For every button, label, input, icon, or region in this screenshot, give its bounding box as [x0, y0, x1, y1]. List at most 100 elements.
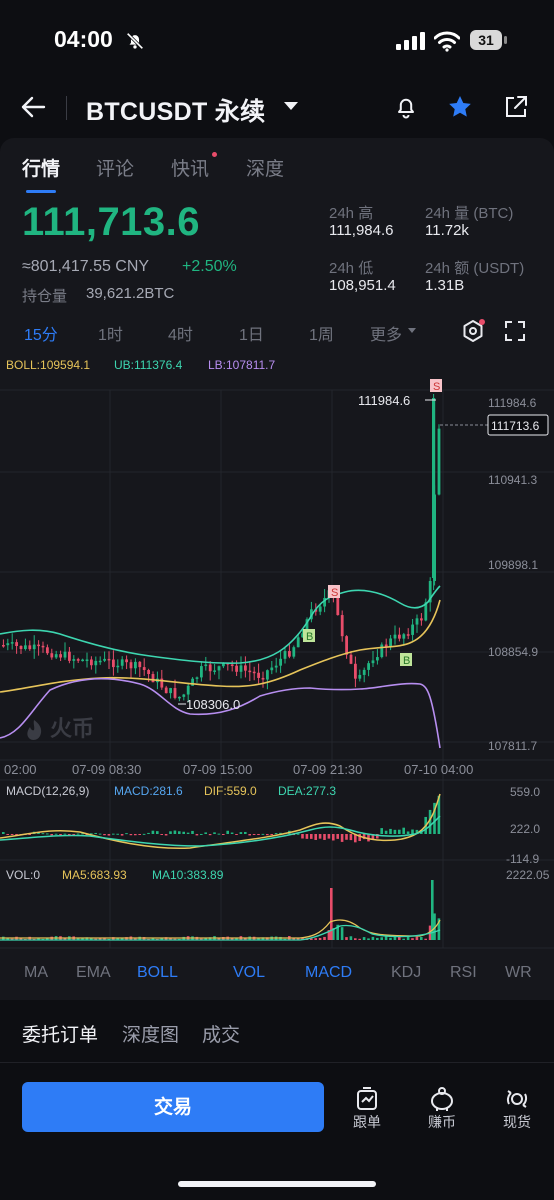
timeframe-1d[interactable]: 1日: [239, 327, 264, 344]
home-indicator[interactable]: [178, 1181, 376, 1187]
macd-bar: [345, 834, 348, 840]
timeframe-1h[interactable]: 1时: [98, 327, 123, 344]
timeframe-more[interactable]: 更多: [370, 327, 403, 344]
indicator-ma[interactable]: MA: [24, 964, 48, 981]
candle-body: [2, 645, 5, 647]
stat-turnover-label: 24h 额 (USDT): [425, 260, 525, 277]
back-arrow-icon[interactable]: [20, 94, 46, 120]
star-icon[interactable]: [446, 93, 474, 121]
indicator-vol[interactable]: VOL: [233, 964, 266, 981]
volume-bar: [398, 936, 401, 940]
boll-upper-line: [0, 585, 441, 664]
timeframe-1w[interactable]: 1周: [309, 327, 334, 344]
volume-bar: [406, 936, 410, 940]
macd-bar: [103, 834, 106, 836]
tab-news[interactable]: 快讯: [171, 159, 210, 180]
macd-bar: [398, 829, 401, 834]
open-interest-label: 持仓量: [22, 288, 68, 305]
ub-value: UB:111376.4: [114, 358, 183, 372]
indicator-boll[interactable]: BOLL: [137, 964, 178, 981]
cny-price: ≈801,417.55 CNY: [22, 258, 150, 275]
volume-bar: [327, 930, 331, 940]
tab-comments[interactable]: 评论: [96, 159, 135, 180]
volume-bar: [330, 888, 333, 940]
bell-off-icon: [126, 32, 144, 50]
macd-bar: [428, 809, 432, 834]
candle-body: [213, 670, 216, 672]
volume-bar: [358, 938, 361, 940]
macd-bar: [323, 834, 326, 840]
open-interest-value: 39,621.2BTC: [86, 285, 175, 302]
macd-bar: [6, 834, 9, 835]
candle-body: [195, 677, 199, 679]
volume-bar: [134, 938, 137, 940]
indicator-ema[interactable]: EMA: [76, 964, 111, 981]
timeframe-15m[interactable]: 15分: [24, 327, 58, 344]
indicator-rsi[interactable]: RSI: [450, 964, 477, 981]
low-annotation: 108306.0: [186, 697, 240, 712]
timeframe-4h[interactable]: 4时: [168, 327, 193, 344]
macd-bar: [68, 834, 71, 835]
tab-market[interactable]: 行情: [22, 159, 61, 180]
indicator-macd[interactable]: MACD: [305, 964, 353, 981]
macd-bar: [134, 834, 137, 836]
candle-body: [32, 644, 36, 650]
macd-bar: [411, 829, 414, 834]
macd-bar: [81, 833, 84, 835]
spot-icon[interactable]: [503, 1086, 531, 1112]
candle-body: [389, 638, 392, 647]
tab-trades[interactable]: 成交: [202, 1025, 241, 1046]
sell-marker: [430, 379, 442, 392]
symbol-title[interactable]: BTCUSDT 永续: [86, 98, 266, 126]
volume-bar: [204, 937, 207, 940]
earn-label[interactable]: 赚币: [428, 1114, 456, 1130]
share-icon[interactable]: [502, 93, 530, 121]
spot-label[interactable]: 现货: [503, 1114, 531, 1130]
macd-bar: [147, 832, 150, 834]
vol-tick: 2222.05: [506, 868, 550, 882]
header-divider: [66, 96, 67, 120]
piggy-bank-icon[interactable]: [428, 1086, 456, 1112]
volume-bar: [81, 938, 84, 940]
candle-body: [318, 606, 322, 612]
volume-bar: [301, 937, 304, 940]
indicator-kdj[interactable]: KDJ: [391, 964, 422, 981]
battery-level: 31: [470, 30, 502, 50]
macd-bar: [244, 831, 247, 834]
candle-body: [46, 647, 49, 654]
candle-body: [85, 659, 89, 661]
macd-bar: [239, 832, 243, 834]
settings-hexagon-icon[interactable]: [460, 318, 486, 344]
macd-bar: [10, 834, 14, 835]
copy-trade-icon[interactable]: [353, 1086, 381, 1112]
volume-bar: [46, 937, 49, 940]
copy-trade-label[interactable]: 跟单: [353, 1114, 381, 1130]
chevron-down-icon[interactable]: [284, 102, 298, 110]
volume-bar: [380, 937, 383, 940]
bell-icon[interactable]: [392, 93, 420, 121]
volume-bar: [292, 937, 295, 940]
macd-label: MACD(12,26,9): [6, 784, 89, 798]
tab-open-orders[interactable]: 委托订单: [22, 1025, 99, 1046]
volume-bar: [431, 880, 434, 940]
boll-mid-line: [0, 599, 441, 693]
macd-bar: [46, 833, 49, 835]
indicator-wr[interactable]: WR: [505, 964, 532, 981]
volume-bar: [120, 938, 124, 940]
macd-bar: [252, 834, 256, 835]
tab-depth-chart[interactable]: 深度图: [122, 1025, 180, 1046]
current-price-tag: 111713.6: [491, 419, 540, 433]
fullscreen-icon[interactable]: [504, 320, 526, 342]
macd-bar: [94, 832, 97, 834]
volume-bar: [411, 938, 414, 940]
macd-tick: -114.9: [506, 852, 539, 866]
candle-body: [420, 618, 423, 621]
macd-bar: [208, 834, 212, 836]
macd-bar: [41, 833, 45, 835]
more-chevron-icon[interactable]: [408, 328, 416, 333]
trade-button[interactable]: 交易: [22, 1082, 324, 1132]
tab-depth[interactable]: 深度: [246, 159, 285, 180]
kline-chart[interactable]: BOLL:109594.1 UB:111376.4 LB:107811.7 火币…: [0, 350, 554, 950]
candle-body: [266, 670, 269, 680]
macd-bar: [63, 833, 67, 835]
